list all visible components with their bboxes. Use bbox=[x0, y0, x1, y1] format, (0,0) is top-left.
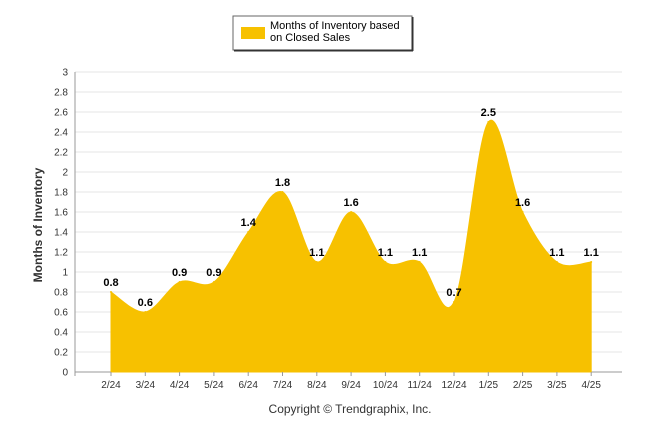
data-point bbox=[418, 261, 421, 263]
x-tick-label: 12/24 bbox=[441, 380, 466, 391]
y-tick-label: 2 bbox=[62, 168, 68, 179]
y-tick-label: 1.6 bbox=[54, 208, 68, 219]
y-tick-label: 2.6 bbox=[54, 108, 68, 119]
y-tick-label: 1 bbox=[62, 268, 68, 279]
y-tick-label: 0 bbox=[62, 368, 68, 379]
legend-label-line-1: Months of Inventory based bbox=[270, 20, 400, 32]
data-label: 0.8 bbox=[103, 277, 118, 289]
y-tick-label: 0.6 bbox=[54, 308, 68, 319]
data-point bbox=[555, 261, 558, 263]
data-label: 1.6 bbox=[515, 197, 530, 209]
data-label: 1.1 bbox=[412, 247, 427, 259]
legend-label-line-2: on Closed Sales bbox=[270, 32, 351, 44]
x-tick-label: 2/24 bbox=[101, 380, 121, 391]
copyright-footer: Copyright © Trendgraphix, Inc. bbox=[269, 402, 432, 416]
area-series bbox=[110, 119, 593, 373]
y-tick-label: 0.8 bbox=[54, 288, 68, 299]
y-tick-label: 2.4 bbox=[54, 128, 68, 139]
data-label: 1.1 bbox=[584, 247, 599, 259]
x-tick-label: 9/24 bbox=[341, 380, 361, 391]
data-labels: 0.8 0.6 0.9 0.9 1.4 1.8 1.1 1.6 1.1 1.1 0.7 2.5 1.6 1… bbox=[103, 107, 598, 309]
x-tick-label: 6/24 bbox=[238, 380, 258, 391]
data-point bbox=[487, 121, 490, 123]
data-label: 1.1 bbox=[309, 247, 324, 259]
data-point bbox=[212, 281, 215, 283]
area-fill bbox=[110, 119, 592, 373]
legend-swatch bbox=[241, 27, 265, 39]
x-tick-label: 11/24 bbox=[408, 380, 433, 391]
y-tick-label: 1.4 bbox=[54, 228, 68, 239]
data-point bbox=[521, 211, 524, 213]
x-tick-label: 3/25 bbox=[547, 380, 567, 391]
y-axis-title: Months of Inventory bbox=[31, 167, 45, 282]
data-label: 0.9 bbox=[172, 267, 187, 279]
x-tick-label: 5/24 bbox=[204, 380, 224, 391]
y-tick-label: 2.8 bbox=[54, 88, 68, 99]
data-label: 0.7 bbox=[446, 287, 461, 299]
data-point bbox=[281, 191, 284, 193]
x-tick-label: 3/24 bbox=[136, 380, 156, 391]
x-tick-label: 7/24 bbox=[273, 380, 293, 391]
y-tick-label: 2.2 bbox=[54, 148, 68, 159]
data-point bbox=[453, 301, 455, 303]
data-label: 0.6 bbox=[138, 297, 153, 309]
data-point bbox=[178, 281, 181, 283]
y-tick-label: 3 bbox=[62, 68, 68, 79]
data-label: 1.8 bbox=[275, 177, 290, 189]
data-label: 1.6 bbox=[343, 197, 358, 209]
x-tick-label: 8/24 bbox=[307, 380, 327, 391]
legend: Months of Inventory based on Closed Sale… bbox=[232, 15, 414, 52]
data-point bbox=[590, 261, 593, 263]
data-label: 1.1 bbox=[549, 247, 564, 259]
x-tick-label: 2/25 bbox=[513, 380, 533, 391]
x-tick-label: 4/24 bbox=[170, 380, 190, 391]
data-point bbox=[350, 211, 353, 213]
x-tick-label: 4/25 bbox=[581, 380, 601, 391]
data-point bbox=[247, 231, 250, 233]
x-tick-label: 10/24 bbox=[373, 380, 398, 391]
data-point bbox=[315, 261, 318, 263]
y-tick-label: 1.8 bbox=[54, 188, 68, 199]
data-label: 0.9 bbox=[206, 267, 221, 279]
x-tick-label: 1/25 bbox=[479, 380, 499, 391]
x-axis-ticks: 2/24 3/24 4/24 5/24 6/24 7/24 8/24 9/24 10/24 11/… bbox=[101, 372, 601, 391]
y-tick-label: 0.4 bbox=[54, 328, 68, 339]
data-point bbox=[110, 291, 112, 293]
data-label: 1.1 bbox=[378, 247, 393, 259]
data-label: 2.5 bbox=[481, 107, 496, 119]
data-point bbox=[384, 261, 387, 263]
y-tick-label: 0.2 bbox=[54, 348, 68, 359]
y-axis-ticks: 0 0.2 0.4 0.6 0.8 1 1.2 1.4 1.6 1.8 2 2.2 2.4 2.6 2.8 3 bbox=[54, 68, 68, 379]
data-label: 1.4 bbox=[241, 217, 257, 229]
y-tick-label: 1.2 bbox=[54, 248, 68, 259]
data-point bbox=[144, 311, 147, 313]
